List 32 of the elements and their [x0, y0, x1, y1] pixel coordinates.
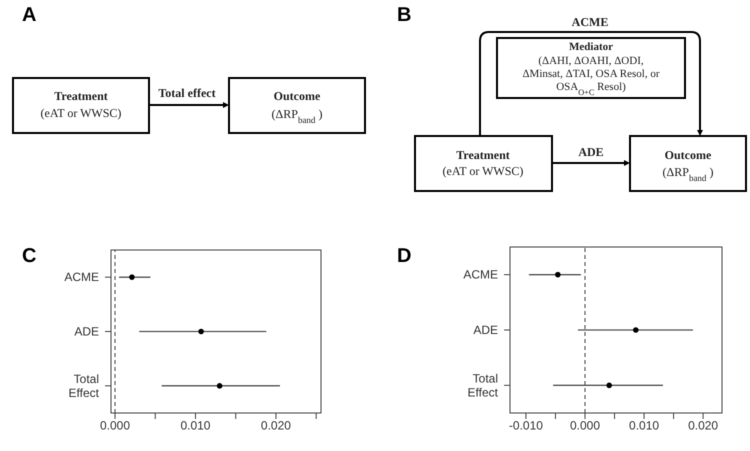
text: A	[22, 4, 36, 27]
text: Outcome	[274, 89, 321, 103]
text: Treatment	[456, 148, 510, 162]
x-tick-label: 0.020	[260, 418, 292, 433]
x-tick-label: 0.000	[100, 418, 130, 433]
x-tick-label: 0.020	[688, 418, 718, 433]
x-tick-label: 0.010	[629, 418, 660, 433]
text: ΔMinsat, ΔTAI, OSA Resol, or	[522, 68, 660, 80]
text: Total effect	[158, 86, 216, 100]
chart-title: D	[397, 245, 412, 268]
y-tick-label: Total Effect	[468, 371, 499, 400]
y-tick-label: Total Effect	[68, 372, 100, 400]
text: (ΔRP$_{band}$ )	[662, 165, 714, 183]
text: ACME	[572, 15, 608, 29]
text: (eAT or WWSC)	[40, 106, 122, 120]
text: (ΔAHI, ΔOAHI, ΔODI,	[538, 55, 644, 67]
x-tick-label: 0.000	[570, 418, 600, 433]
y-tick-label: ADE	[473, 323, 498, 337]
x-tick-label: -0.010	[508, 418, 544, 433]
text: Mediator	[569, 41, 614, 53]
x-tick-label: 0.010	[180, 418, 211, 433]
y-tick-label: ADE	[74, 324, 99, 338]
text: OSA$_{O+C}$ Resol)	[556, 81, 626, 96]
text: B	[397, 4, 412, 27]
y-tick-label: ACME	[64, 270, 99, 284]
chart-title: C	[22, 245, 36, 268]
y-tick-label: ACME	[463, 268, 498, 282]
text: (eAT or WWSC)	[442, 164, 524, 178]
text: (ΔRP$_{band}$ )	[272, 107, 322, 125]
text: Outcome	[664, 148, 712, 162]
text: Treatment	[54, 89, 108, 103]
text: ADE	[578, 145, 604, 159]
